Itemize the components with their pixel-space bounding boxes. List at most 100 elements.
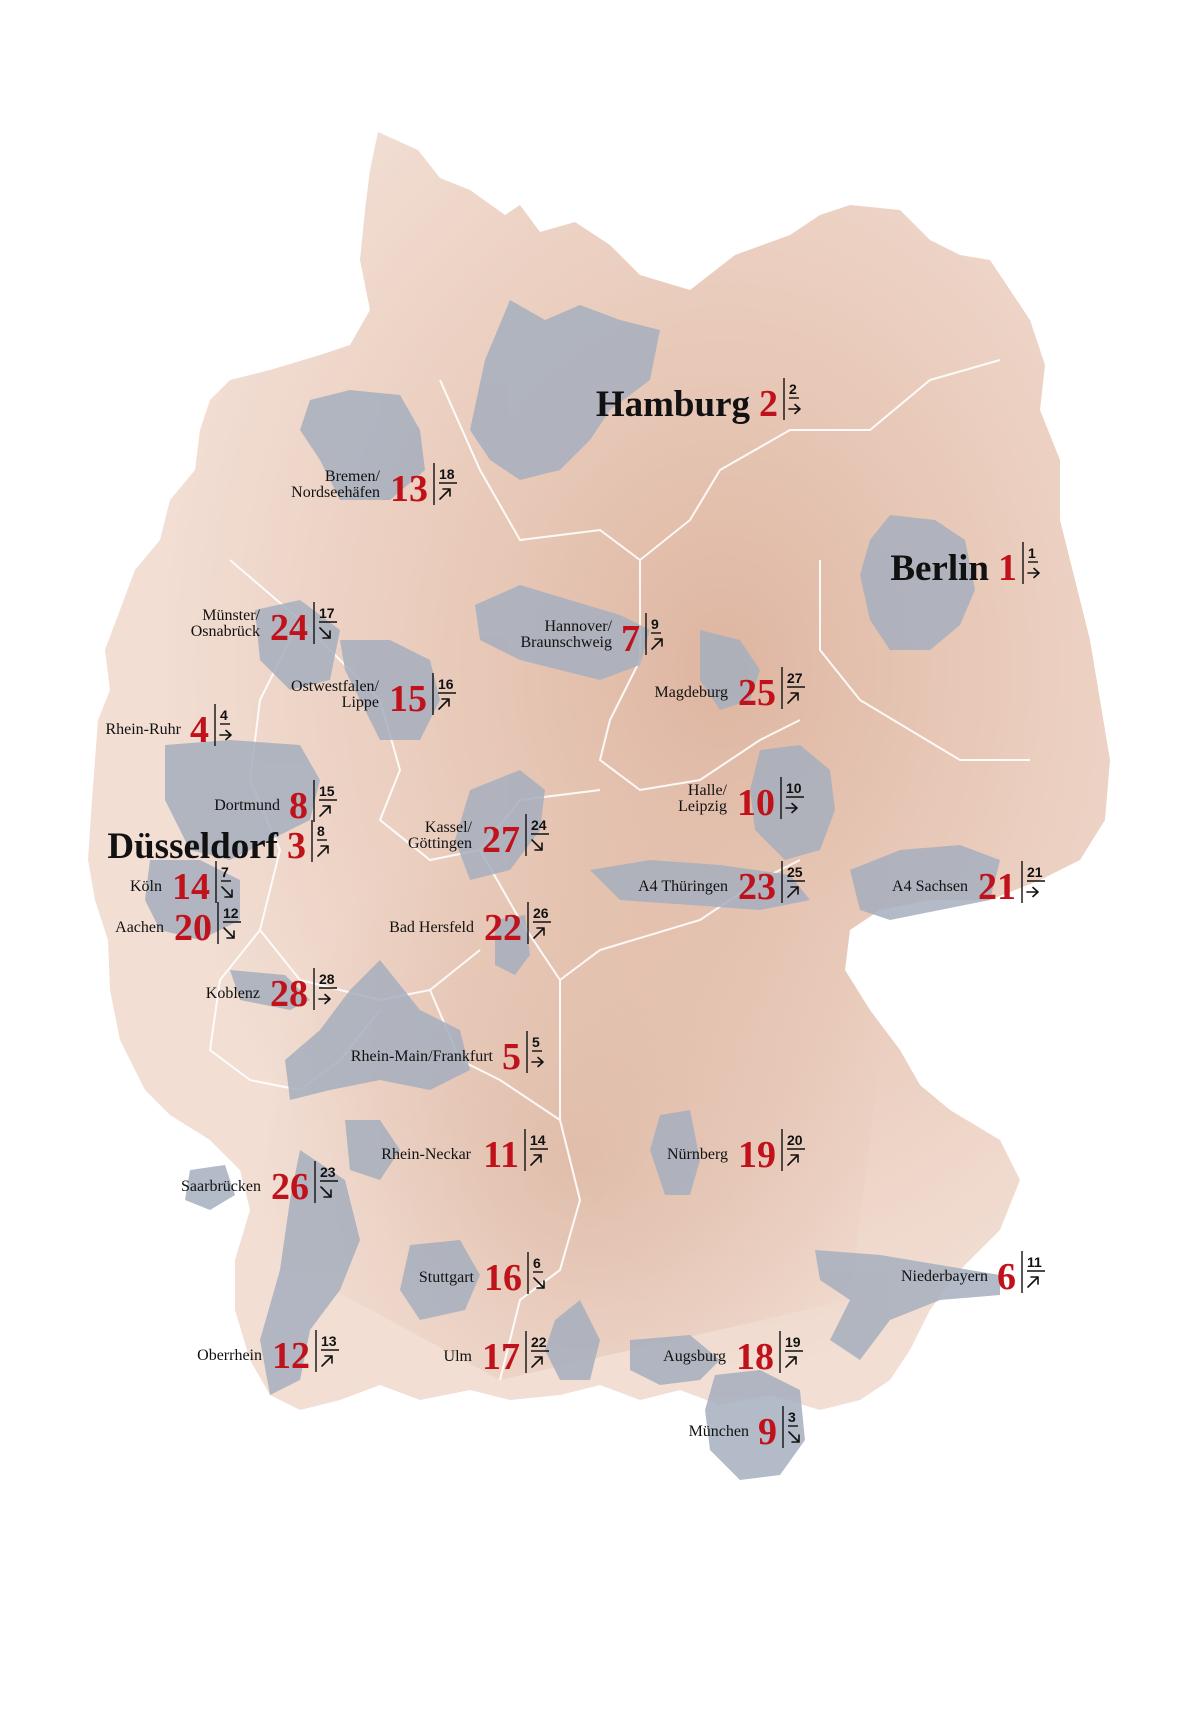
previous-rank: 10 (786, 780, 802, 796)
previous-rank: 21 (1027, 864, 1043, 880)
region-magdeburg: 27 25 Magdeburg (655, 667, 805, 714)
current-rank: 1 (998, 547, 1017, 589)
region-bremen: 18 13 Bremen/Nordseehäfen (291, 463, 457, 510)
region-rhein-neckar: 14 11 Rhein-Neckar (381, 1129, 548, 1176)
current-rank: 3 (287, 825, 306, 867)
current-rank: 8 (289, 785, 308, 827)
current-rank: 28 (270, 973, 308, 1015)
current-rank: 2 (759, 383, 778, 425)
previous-rank: 6 (533, 1255, 541, 1271)
region-rhein-main: 55 Rhein-Main/Frankfurt (351, 1031, 544, 1078)
region-koeln: 7 14 Köln (130, 861, 233, 908)
region-nuernberg: 20 19 Nürnberg (667, 1129, 805, 1176)
metro-muenster (255, 600, 340, 690)
region-name: Köln (130, 878, 162, 895)
trend-arrow-right-icon (785, 802, 798, 814)
trend-arrow-up-icon (321, 1355, 333, 1367)
current-rank: 27 (482, 819, 520, 861)
current-rank: 24 (270, 607, 308, 649)
trend-arrow-up-icon (1027, 1276, 1039, 1288)
previous-rank: 23 (320, 1164, 336, 1180)
region-name: München (689, 1423, 749, 1440)
region-name-line: Halle/ (688, 782, 728, 799)
metro-nuernberg (650, 1110, 700, 1195)
current-rank: 4 (190, 709, 209, 751)
metro-magdeburg (700, 630, 760, 710)
region-name: Hamburg (596, 384, 751, 425)
previous-rank: 27 (787, 670, 803, 686)
previous-rank: 25 (787, 864, 803, 880)
trend-arrow-down-icon (531, 839, 543, 851)
metro-ulm (545, 1300, 600, 1380)
region-name: Augsburg (663, 1348, 726, 1365)
metro-koblenz (230, 970, 310, 1010)
current-rank: 25 (738, 672, 776, 714)
metro-oberrhein (260, 1150, 360, 1395)
trend-arrow-down-icon (788, 1431, 800, 1443)
trend-arrow-right-icon (1026, 886, 1039, 898)
current-rank: 26 (271, 1166, 309, 1208)
current-rank: 16 (484, 1257, 522, 1299)
trend-arrow-up-icon (785, 1356, 797, 1368)
region-name-line: Leipzig (678, 798, 727, 815)
metro-saarbruecken (185, 1165, 235, 1210)
trend-arrow-up-icon (787, 692, 799, 704)
region-name: Rhein-Main/Frankfurt (351, 1048, 494, 1065)
region-name: Koblenz (206, 985, 260, 1002)
region-name-line: Osnabrück (191, 623, 260, 640)
region-aachen: 12 20 Aachen (115, 902, 241, 949)
current-rank: 12 (272, 1335, 310, 1377)
metro-rhein-main (285, 960, 470, 1100)
current-rank: 20 (174, 907, 212, 949)
region-stuttgart: 6 16 Stuttgart (419, 1252, 545, 1299)
region-labels: 11Berlin22Hamburg83Düsseldorf44Rhein-Ruh… (105, 378, 1045, 1453)
metro-rhein-ruhr (165, 740, 320, 860)
metro-hannover (475, 585, 650, 680)
region-name: Bad Hersfeld (389, 919, 474, 936)
previous-rank: 24 (531, 817, 547, 833)
region-muenchen: 39 München (689, 1406, 800, 1453)
trend-arrow-up-icon (531, 1356, 543, 1368)
previous-rank: 26 (533, 905, 549, 921)
trend-arrow-down-icon (223, 927, 235, 939)
region-name: Aachen (115, 919, 164, 936)
current-rank: 18 (736, 1336, 774, 1378)
previous-rank: 22 (531, 1334, 547, 1350)
previous-rank: 15 (319, 783, 335, 799)
previous-rank: 19 (785, 1334, 801, 1350)
previous-rank: 8 (317, 823, 325, 839)
trend-arrow-up-icon (317, 845, 329, 857)
current-rank: 15 (389, 678, 427, 720)
trend-arrow-up-icon (530, 1154, 542, 1166)
region-name: Nürnberg (667, 1146, 728, 1163)
trend-arrow-up-icon (319, 805, 331, 817)
metro-berlin (860, 515, 975, 650)
trend-arrow-up-icon (651, 638, 663, 650)
region-name: Magdeburg (655, 684, 728, 701)
region-halle: 10 10 Halle/Leipzig (678, 777, 804, 824)
previous-rank: 20 (787, 1132, 803, 1148)
land-shading (260, 650, 900, 1380)
current-rank: 14 (172, 866, 210, 908)
region-hannover: 97 Hannover/Braunschweig (520, 613, 663, 660)
region-augsburg: 19 18 Augsburg (663, 1331, 803, 1378)
trend-arrow-up-icon (787, 1154, 799, 1166)
current-rank: 9 (758, 1411, 777, 1453)
trend-arrow-up-icon (533, 927, 545, 939)
current-rank: 13 (390, 468, 428, 510)
region-name: Dortmund (214, 797, 280, 814)
trend-arrow-down-icon (320, 1186, 332, 1198)
region-ulm: 22 17 Ulm (444, 1331, 549, 1378)
region-rhein-ruhr: 44 Rhein-Ruhr (105, 704, 232, 751)
trend-arrow-down-icon (319, 627, 331, 639)
trend-arrow-up-icon (439, 488, 451, 500)
region-name: A4 Thüringen (638, 878, 728, 895)
region-name: Berlin (890, 548, 989, 589)
metro-sachsen (850, 845, 1000, 920)
current-rank: 22 (484, 907, 522, 949)
current-rank: 21 (978, 866, 1016, 908)
current-rank: 10 (737, 782, 775, 824)
